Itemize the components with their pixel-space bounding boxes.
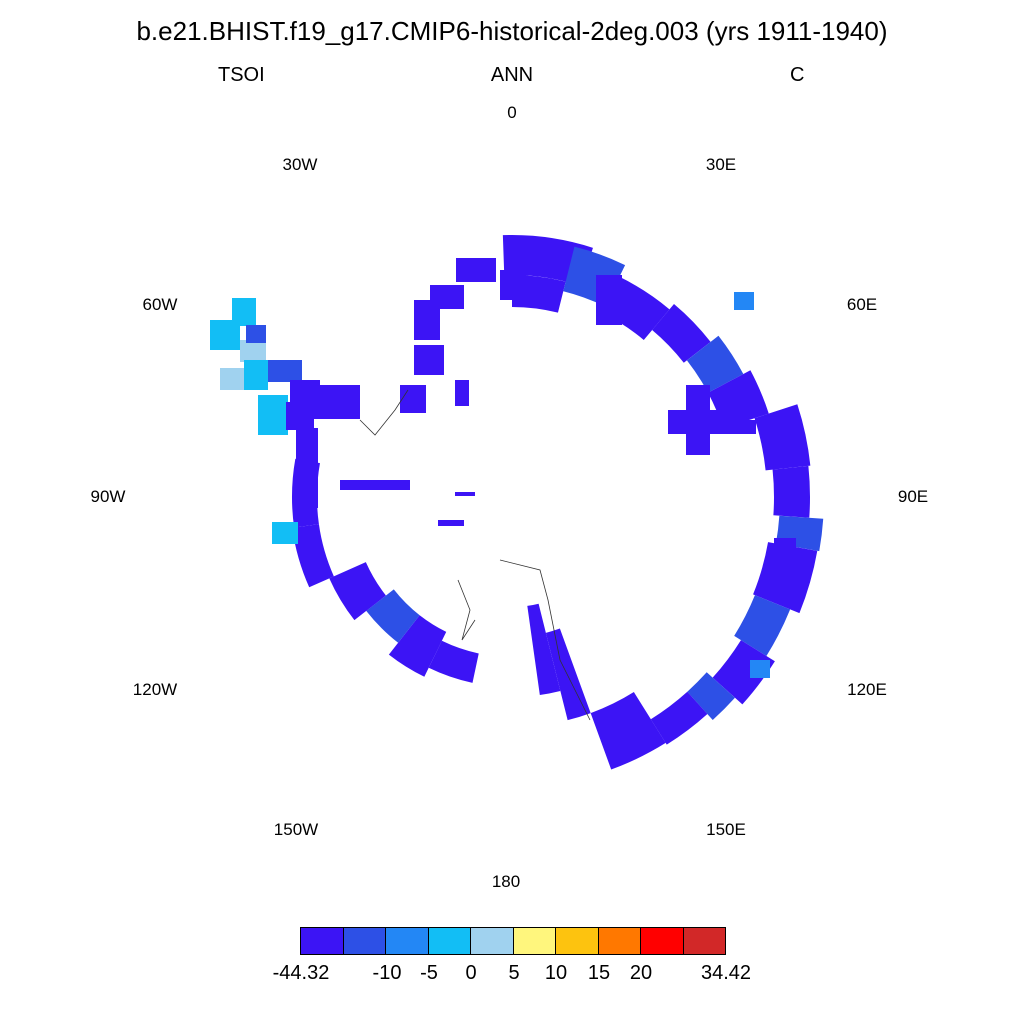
map-cell [596, 275, 622, 325]
map-cell [272, 522, 298, 544]
map-cell [388, 615, 447, 677]
map-cell [428, 640, 479, 683]
map-cell [340, 480, 410, 490]
map-cell [456, 258, 496, 282]
longitude-label: 0 [507, 103, 517, 122]
map-cell [414, 345, 444, 375]
map-cell [753, 542, 818, 614]
map-cell [686, 335, 744, 393]
chart-title: b.e21.BHIST.f19_g17.CMIP6-historical-2de… [136, 16, 888, 46]
longitude-label: 60W [142, 295, 178, 314]
map-cell [527, 603, 561, 696]
colorbar-label: 15 [587, 962, 611, 984]
map-cell [754, 404, 811, 471]
map-cell [246, 325, 266, 343]
map-cell [652, 303, 711, 363]
map-cell [734, 420, 756, 434]
colorbar-label: 10 [544, 962, 568, 984]
map-cell [650, 691, 708, 745]
colorbar-label: 0 [465, 962, 477, 984]
map-cell [329, 562, 386, 621]
map-cell [774, 538, 796, 552]
colorbar-swatch [640, 927, 684, 955]
colorbar-swatch [512, 927, 556, 955]
map-cell [455, 492, 475, 496]
longitude-label: 60E [846, 295, 878, 314]
map-cell [210, 320, 240, 350]
longitude-label: 150E [706, 820, 746, 839]
map-cell [455, 380, 469, 406]
map-cell [296, 428, 318, 508]
colorbar-label: -10 [372, 962, 402, 984]
coastline [359, 389, 591, 721]
map-cell [734, 292, 754, 310]
map-cell [734, 595, 791, 656]
map-cell [430, 285, 464, 309]
map-cell [220, 368, 246, 390]
longitude-label: 30E [705, 155, 737, 174]
longitude-label: 90W [90, 487, 126, 506]
colorbar-swatch [682, 927, 726, 955]
longitude-label: 150W [273, 820, 319, 839]
map-cell [500, 270, 526, 300]
map-cell [366, 589, 420, 643]
map-cell [240, 340, 266, 362]
colorbar-swatch [470, 927, 514, 955]
colorbar-label: -5 [420, 962, 438, 984]
colorbar-swatch [342, 927, 386, 955]
map-cell [244, 360, 268, 390]
map-cell [312, 385, 360, 419]
season-label: ANN [490, 64, 534, 86]
colorbar-swatch [427, 927, 471, 955]
map-cell [400, 385, 426, 413]
map-cell [268, 360, 302, 382]
longitude-label: 90E [897, 487, 929, 506]
map-cell [712, 640, 775, 705]
longitude-label: 180 [491, 872, 521, 891]
map-cell [686, 385, 710, 455]
colorbar-swatch [300, 927, 344, 955]
map-cell [772, 465, 810, 518]
map-cell [590, 692, 666, 770]
colorbar-label: 20 [629, 962, 653, 984]
map-cell [750, 660, 770, 678]
units-label: C [790, 64, 805, 86]
colorbar-swatch [385, 927, 429, 955]
map-cell [545, 628, 591, 721]
colorbar-label: 34.42 [700, 962, 752, 984]
map-cell [438, 520, 464, 526]
colorbar-swatch [555, 927, 599, 955]
longitude-label: 120W [132, 680, 178, 699]
map-cell [286, 402, 314, 430]
variable-label: TSOI [218, 64, 265, 86]
colorbar-label: 5 [508, 962, 520, 984]
longitude-label: 120E [847, 680, 887, 699]
map-cell [258, 395, 288, 435]
map-cell [292, 524, 334, 588]
colorbar-label: -44.32 [272, 962, 330, 984]
map-cell [687, 672, 735, 720]
longitude-label: 30W [282, 155, 318, 174]
colorbar [300, 927, 726, 955]
colorbar-swatch [597, 927, 641, 955]
